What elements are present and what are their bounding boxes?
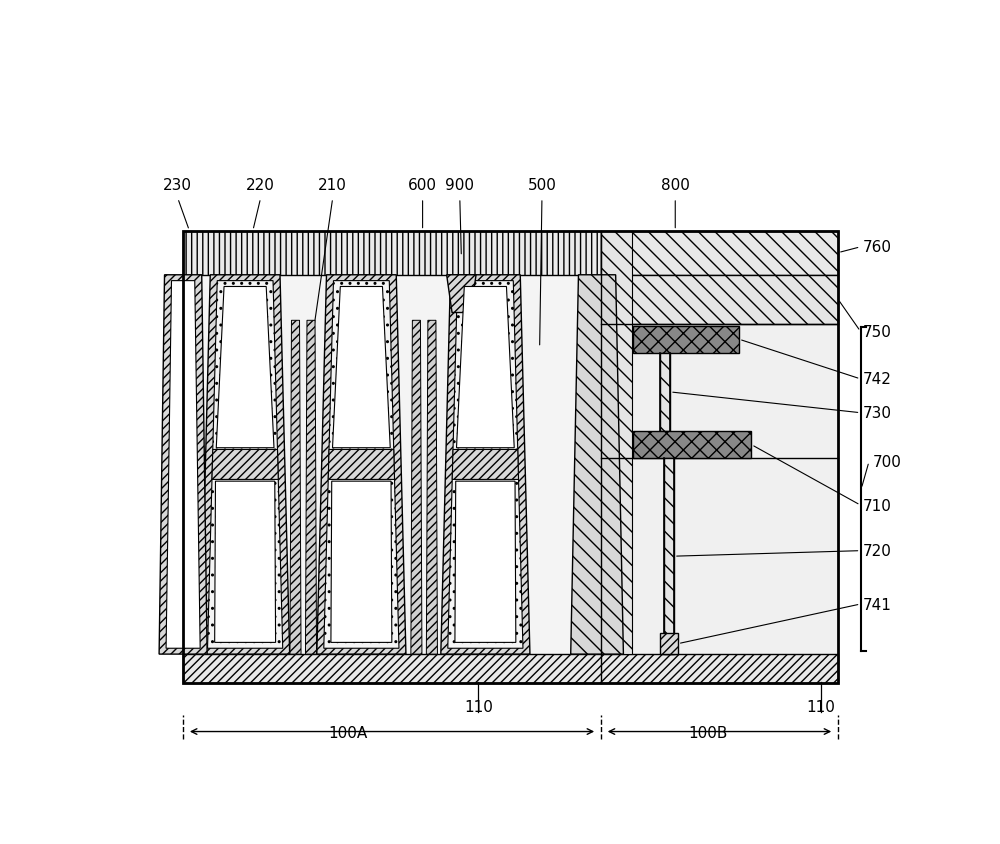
Text: 730: 730	[863, 406, 892, 420]
Polygon shape	[452, 450, 519, 480]
Bar	[183, 231, 601, 275]
Polygon shape	[324, 281, 399, 648]
Polygon shape	[331, 482, 392, 642]
Bar	[601, 275, 838, 324]
Text: 230: 230	[163, 178, 192, 193]
Polygon shape	[426, 321, 437, 654]
Polygon shape	[571, 275, 623, 654]
Polygon shape	[201, 275, 290, 654]
Text: 220: 220	[246, 178, 275, 193]
Polygon shape	[447, 275, 476, 313]
Bar	[660, 354, 670, 431]
Text: 600: 600	[408, 178, 437, 193]
Polygon shape	[166, 281, 200, 648]
Text: 700: 700	[873, 454, 902, 469]
Bar	[183, 231, 838, 683]
Text: 750: 750	[863, 324, 892, 339]
Polygon shape	[333, 287, 390, 448]
Polygon shape	[215, 482, 276, 642]
Polygon shape	[411, 321, 422, 654]
Bar	[601, 231, 838, 654]
Polygon shape	[448, 281, 523, 648]
Bar	[601, 231, 838, 275]
Bar	[633, 326, 739, 354]
Bar	[183, 275, 601, 654]
Polygon shape	[208, 281, 283, 648]
Text: 720: 720	[863, 544, 892, 559]
Bar	[183, 654, 838, 683]
Text: 742: 742	[863, 372, 892, 387]
Polygon shape	[441, 275, 530, 654]
Text: 900: 900	[445, 178, 474, 193]
Polygon shape	[290, 321, 301, 654]
Bar	[660, 634, 678, 654]
Polygon shape	[317, 275, 406, 654]
Text: 760: 760	[863, 240, 892, 255]
Polygon shape	[305, 321, 317, 654]
Polygon shape	[159, 275, 207, 654]
Bar	[633, 431, 751, 458]
Polygon shape	[216, 287, 274, 448]
Text: 800: 800	[661, 178, 690, 193]
Bar	[601, 231, 632, 654]
Polygon shape	[328, 450, 395, 480]
Polygon shape	[455, 482, 516, 642]
Polygon shape	[212, 450, 278, 480]
Text: 210: 210	[318, 178, 347, 193]
Text: 100A: 100A	[329, 726, 368, 740]
Text: 100B: 100B	[688, 726, 727, 740]
Polygon shape	[457, 287, 514, 448]
Text: 110: 110	[464, 700, 493, 715]
Text: 741: 741	[863, 597, 892, 612]
Text: 110: 110	[807, 700, 835, 715]
Text: 500: 500	[528, 178, 556, 193]
Bar	[664, 458, 674, 654]
Text: 710: 710	[863, 498, 892, 513]
